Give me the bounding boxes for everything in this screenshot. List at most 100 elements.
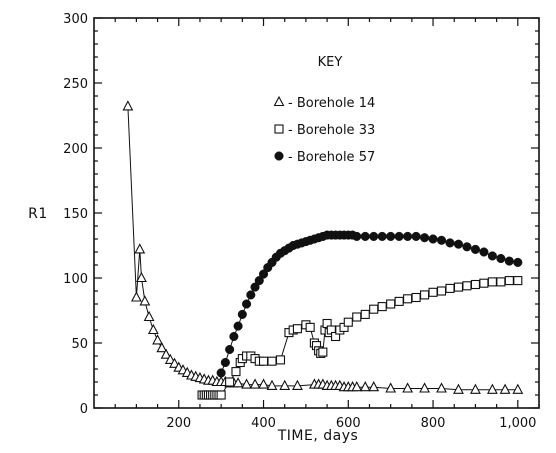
data-point xyxy=(279,379,291,390)
data-point xyxy=(487,251,497,261)
data-point xyxy=(258,356,269,366)
data-point xyxy=(386,299,396,309)
data-point xyxy=(160,348,172,359)
data-point xyxy=(394,231,404,241)
data-point xyxy=(139,295,151,306)
data-point xyxy=(318,347,328,357)
data-point xyxy=(420,290,430,300)
data-point xyxy=(394,296,404,306)
data-point xyxy=(499,383,511,394)
data-point xyxy=(225,344,235,355)
data-point xyxy=(411,292,421,303)
x-tick-label: 800 xyxy=(421,416,446,431)
legend-entry-borehole-57: - Borehole 57 xyxy=(288,150,375,165)
data-point xyxy=(453,383,464,394)
data-point xyxy=(368,381,380,392)
data-point xyxy=(419,382,430,393)
data-point xyxy=(246,290,256,300)
data-point xyxy=(254,276,264,286)
series-line-borehole-57 xyxy=(220,234,518,374)
data-point xyxy=(428,287,438,297)
data-point xyxy=(216,390,226,400)
x-tick-labels: 200 400 600 800 1,000 xyxy=(166,416,536,431)
legend-markers xyxy=(273,95,285,161)
data-point xyxy=(360,309,370,319)
data-point xyxy=(369,304,379,314)
data-point xyxy=(436,286,447,296)
data-point xyxy=(292,324,302,334)
legend-marker-borehole-33 xyxy=(274,124,284,134)
data-point xyxy=(513,257,523,267)
data-point xyxy=(436,235,447,245)
data-point xyxy=(487,277,497,287)
data-point xyxy=(470,279,480,290)
data-point xyxy=(377,231,387,241)
data-point xyxy=(156,342,168,353)
data-point xyxy=(360,231,370,241)
data-point xyxy=(470,244,480,254)
data-point xyxy=(359,381,371,392)
data-point xyxy=(241,378,252,389)
legend-entry-borehole-33: - Borehole 33 xyxy=(288,123,375,138)
y-tick-label: 150 xyxy=(63,207,88,222)
legend-title: KEY xyxy=(318,55,343,70)
series-layer xyxy=(122,100,524,400)
data-point xyxy=(512,383,524,394)
data-point xyxy=(445,283,455,293)
data-point xyxy=(504,256,514,266)
data-point xyxy=(420,233,430,243)
data-point xyxy=(386,231,396,241)
data-point xyxy=(216,368,226,378)
data-point xyxy=(122,100,134,111)
data-point xyxy=(249,378,261,389)
data-point xyxy=(385,382,397,393)
data-point xyxy=(233,321,243,331)
series-borehole-14 xyxy=(122,100,524,394)
data-point xyxy=(152,334,163,345)
data-point xyxy=(428,234,438,244)
data-point xyxy=(496,253,506,264)
legend-marker-borehole-57 xyxy=(274,151,284,161)
data-point xyxy=(411,231,421,241)
y-tick-label: 200 xyxy=(63,142,88,157)
ticks xyxy=(94,17,540,409)
data-point xyxy=(462,281,472,291)
data-point xyxy=(369,231,379,241)
data-point xyxy=(504,276,514,286)
y-tick-label: 300 xyxy=(63,12,88,27)
data-point xyxy=(225,377,235,387)
data-point xyxy=(402,382,414,393)
data-point xyxy=(305,322,315,332)
y-tick-labels: 0 50 100 150 200 250 300 xyxy=(63,12,88,417)
data-point xyxy=(486,383,498,394)
data-point xyxy=(258,269,269,279)
x-tick-label: 200 xyxy=(166,416,191,431)
data-point xyxy=(403,231,413,241)
data-point xyxy=(436,382,447,393)
data-point xyxy=(231,367,241,377)
y-tick-label: 0 xyxy=(80,402,88,417)
data-point xyxy=(352,312,362,322)
data-point xyxy=(143,310,155,322)
x-tick-label: 600 xyxy=(336,416,361,431)
x-tick-label: 400 xyxy=(251,416,276,431)
data-point xyxy=(147,323,159,335)
data-point xyxy=(250,282,260,292)
data-point xyxy=(343,317,353,327)
data-point xyxy=(266,379,278,390)
y-tick-label: 250 xyxy=(63,77,88,92)
y-tick-label: 50 xyxy=(71,337,88,352)
data-point xyxy=(496,277,506,287)
data-point xyxy=(445,238,455,248)
data-point xyxy=(237,309,247,319)
data-point xyxy=(267,356,277,366)
x-tick-label: 1,000 xyxy=(499,416,536,431)
data-point xyxy=(403,294,413,304)
data-point xyxy=(130,291,142,302)
legend: KEY - Borehole 14 - Borehole 33 - Boreho… xyxy=(273,55,375,165)
data-point xyxy=(136,271,147,283)
data-point xyxy=(479,247,489,257)
y-tick-label: 100 xyxy=(63,272,88,287)
data-point xyxy=(242,299,252,309)
